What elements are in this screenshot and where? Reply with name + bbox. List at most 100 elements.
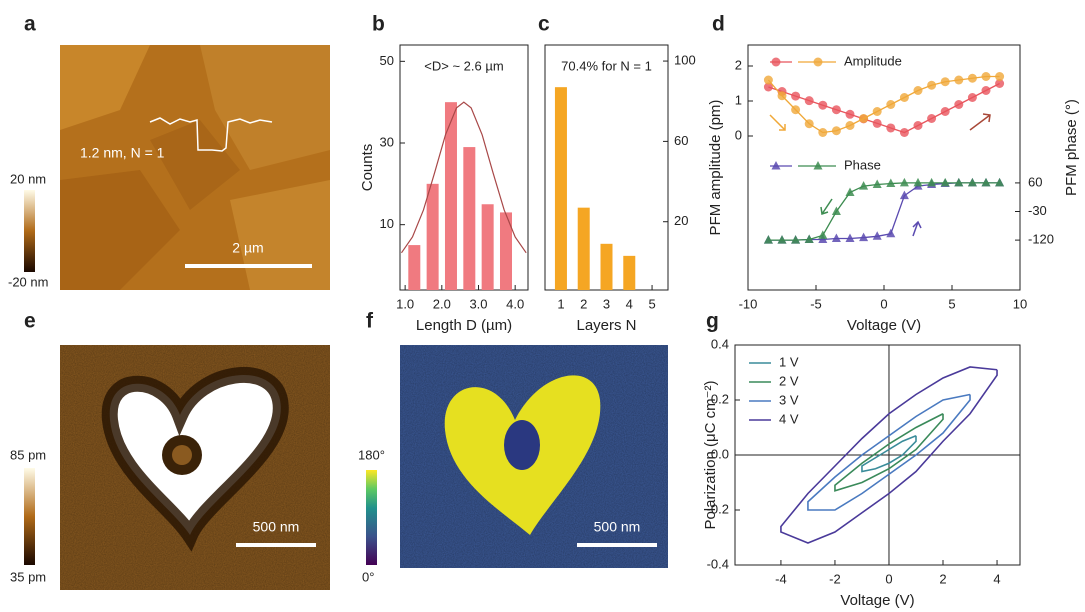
marker	[940, 107, 950, 116]
marker	[763, 235, 773, 244]
marker	[899, 93, 909, 102]
scale-bar-label: 500 nm	[253, 519, 300, 535]
marker	[813, 57, 823, 67]
marker	[763, 82, 773, 92]
marker	[886, 178, 896, 188]
colorbar	[24, 190, 35, 272]
marker	[981, 177, 991, 187]
marker	[813, 161, 823, 170]
x-tick-label: 4	[993, 571, 1000, 586]
series-line	[861, 435, 917, 473]
marker	[859, 232, 869, 242]
y2-axis-label: PFM phase (°)	[1063, 99, 1080, 196]
y-axis-label: Polarization (μC cm⁻²)	[702, 380, 719, 529]
x-axis-label: Voltage (V)	[840, 592, 914, 609]
scale-bar-label: 500 nm	[594, 519, 641, 535]
marker	[845, 121, 855, 130]
marker	[804, 96, 814, 106]
marker	[845, 233, 855, 243]
y-tick-label: 1	[735, 92, 742, 107]
marker	[831, 206, 841, 216]
x-tick-label: -4	[775, 571, 787, 586]
panel-label: e	[24, 310, 36, 333]
x-tick-label: 2	[939, 571, 946, 586]
profile-label: 1.2 nm, N = 1	[80, 145, 165, 161]
colorbar-min: -20 nm	[8, 274, 48, 289]
series-line	[767, 75, 1000, 134]
bar	[600, 243, 613, 290]
colorbar	[24, 468, 35, 565]
series-line	[807, 393, 971, 511]
y2-tick-label: -120	[1028, 232, 1054, 247]
y-tick-label: 20	[674, 213, 688, 228]
marker	[940, 177, 950, 187]
x-tick-label: 4	[626, 296, 633, 311]
x-tick-label: 5	[648, 296, 655, 311]
legend-label: 3 V	[779, 392, 799, 407]
x-axis-label: Layers N	[576, 317, 636, 334]
series-line	[834, 413, 944, 492]
fit-line	[400, 101, 527, 254]
series-line	[768, 182, 1000, 241]
x-tick-label: -5	[810, 296, 822, 311]
panel-label: c	[538, 13, 550, 36]
marker	[967, 93, 977, 102]
marker	[777, 91, 787, 101]
panel-label: a	[24, 13, 36, 36]
marker	[899, 177, 909, 187]
legend-label: 4 V	[779, 411, 799, 426]
marker	[804, 234, 814, 243]
bar	[463, 147, 476, 290]
x-tick-label: 3.0	[469, 296, 487, 311]
y-tick-label: 30	[380, 134, 394, 149]
colorbar-min: 35 pm	[10, 569, 46, 584]
marker	[954, 75, 964, 85]
marker	[995, 177, 1005, 187]
panel-label: f	[366, 310, 374, 333]
marker	[859, 114, 869, 123]
pfm-phase-image	[400, 345, 668, 568]
marker	[777, 235, 787, 244]
plot-frame	[747, 44, 1021, 291]
marker	[791, 105, 801, 115]
legend-label: 1 V	[779, 354, 799, 369]
marker	[763, 75, 773, 85]
y-tick-label: 0.4	[711, 336, 729, 351]
x-tick-label: -2	[829, 571, 841, 586]
series-line	[780, 366, 998, 544]
bar	[444, 102, 457, 291]
marker	[859, 181, 869, 190]
x-axis-label: Voltage (V)	[847, 317, 921, 334]
marker	[872, 231, 882, 240]
marker	[845, 109, 855, 119]
scale-bar-label: 2 µm	[232, 240, 263, 256]
marker	[818, 128, 828, 137]
bar	[554, 87, 567, 290]
marker	[954, 177, 964, 187]
marker	[899, 190, 909, 200]
series-line	[768, 182, 1000, 241]
marker	[927, 114, 937, 123]
marker	[831, 126, 841, 136]
bar	[481, 204, 494, 290]
colorbar-max: 85 pm	[10, 447, 46, 462]
bar	[408, 245, 421, 290]
y-tick-label: 0	[735, 127, 742, 142]
afm-image	[60, 45, 330, 290]
y-tick-label: 50	[380, 53, 394, 68]
marker	[771, 57, 781, 67]
x-tick-label: -10	[739, 296, 758, 311]
y2-tick-label: 60	[1028, 174, 1042, 189]
x-tick-label: 5	[948, 296, 955, 311]
marker	[927, 80, 937, 90]
x-axis-label: Length D (µm)	[416, 317, 512, 334]
colorbar-min: 0°	[362, 569, 374, 584]
marker	[899, 128, 909, 137]
marker	[791, 235, 801, 244]
y-axis-label: PFM amplitude (pm)	[707, 100, 724, 236]
x-tick-label: 2.0	[433, 296, 451, 311]
marker	[872, 118, 882, 128]
marker	[886, 123, 896, 133]
